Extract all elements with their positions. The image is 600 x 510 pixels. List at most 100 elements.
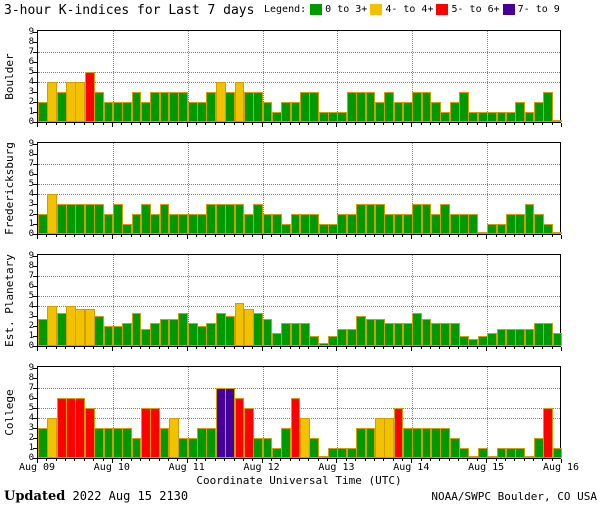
legend-item-label: 4- to 4+ — [385, 4, 434, 15]
x-tick-mark — [495, 459, 497, 461]
x-tick-mark — [168, 123, 169, 125]
k-index-bar — [215, 82, 226, 122]
x-tick-label: Aug 16 — [542, 462, 580, 473]
k-index-bar — [112, 326, 123, 346]
x-tick-mark — [308, 347, 310, 349]
x-tick-mark — [270, 235, 272, 237]
x-tick-mark — [177, 347, 179, 349]
y-tick-mark — [33, 368, 37, 369]
x-tick-mark — [205, 235, 207, 237]
k-index-bar — [533, 438, 544, 458]
y-tick-mark — [33, 418, 37, 419]
y-tick-mark — [33, 256, 37, 257]
k-index-bar — [412, 428, 423, 458]
x-tick-label: Aug 15 — [468, 462, 505, 473]
y-tick-label: 5 — [28, 179, 34, 189]
x-tick-mark — [523, 347, 525, 349]
x-tick-mark — [401, 123, 403, 125]
x-tick-mark — [392, 235, 394, 237]
x-tick-mark — [121, 347, 123, 349]
k-index-bar — [131, 214, 142, 234]
k-index-bar — [112, 204, 123, 234]
k-index-bar — [56, 204, 67, 234]
k-index-bar — [140, 408, 151, 458]
y-tick-mark — [33, 286, 37, 287]
x-tick-mark — [37, 235, 38, 239]
y-tick-label: 9 — [28, 27, 34, 37]
x-tick-mark — [168, 459, 169, 461]
y-tick-label: 0 — [28, 229, 34, 239]
x-tick-mark — [532, 123, 534, 125]
x-tick-mark — [411, 235, 413, 239]
x-tick-mark — [439, 235, 441, 237]
y-tick-mark — [33, 336, 37, 337]
y-tick-mark — [33, 164, 37, 165]
x-tick-mark — [242, 347, 244, 349]
gridline-day — [187, 31, 189, 122]
x-tick-mark — [355, 347, 357, 349]
panel-label: Est. Planetary — [2, 253, 16, 347]
x-tick-mark — [542, 459, 544, 461]
x-tick-mark — [430, 235, 431, 237]
k-index-bar — [468, 339, 479, 346]
x-tick-mark — [186, 459, 188, 463]
x-tick-mark — [196, 347, 198, 349]
x-tick-mark — [476, 235, 478, 237]
x-tick-mark — [495, 123, 497, 125]
y-tick-label: 6 — [28, 169, 34, 179]
k-index-bar — [328, 448, 338, 458]
x-tick-mark — [280, 459, 282, 461]
k-index-bar — [524, 329, 535, 346]
k-index-bar — [140, 329, 151, 346]
x-tick-mark — [214, 123, 216, 125]
k-index-bar — [262, 438, 273, 458]
k-index-bar — [309, 214, 320, 234]
k-index-bar — [262, 214, 273, 234]
k-index-bar — [56, 313, 67, 346]
k-index-bar — [356, 204, 366, 234]
y-tick-mark — [33, 82, 37, 83]
x-tick-mark — [439, 123, 441, 125]
k-index-bar — [318, 343, 329, 346]
x-tick-mark — [158, 235, 160, 237]
y-tick-mark — [33, 326, 37, 327]
legend-item-label: 7- to 9 — [517, 4, 560, 15]
k-index-bar — [337, 112, 348, 122]
x-tick-mark — [149, 347, 151, 349]
k-index-bar — [374, 418, 385, 458]
x-tick-mark — [65, 459, 67, 461]
y-tick-label: 8 — [28, 373, 34, 383]
x-tick-mark — [448, 459, 450, 461]
x-tick-mark — [345, 123, 347, 125]
y-tick-label: 9 — [28, 139, 34, 149]
k-index-bar — [515, 448, 526, 458]
x-tick-mark — [308, 123, 310, 125]
x-tick-mark — [130, 235, 132, 237]
x-tick-mark — [476, 123, 478, 125]
x-tick-mark — [430, 347, 431, 349]
y-tick-label: 6 — [28, 57, 34, 67]
x-tick-label: Aug 11 — [168, 462, 205, 473]
k-index-bar — [47, 194, 58, 234]
k-index-bar — [187, 102, 198, 122]
k-index-bar — [215, 313, 226, 346]
gridline-day — [262, 143, 264, 234]
x-tick-mark — [458, 459, 460, 461]
x-tick-mark — [476, 347, 478, 349]
x-tick-mark — [299, 459, 300, 461]
x-tick-mark — [561, 123, 562, 127]
panel-label: College — [2, 388, 16, 436]
x-tick-mark — [401, 235, 403, 237]
k-index-bar — [243, 309, 254, 346]
gridline-day — [262, 31, 264, 122]
x-tick-mark — [430, 459, 431, 461]
x-tick-mark — [74, 459, 76, 461]
gridline-day — [262, 367, 264, 458]
y-tick-mark — [33, 214, 37, 215]
updated-label: Updated — [4, 489, 66, 504]
x-tick-mark — [523, 459, 525, 461]
x-tick-mark — [83, 459, 85, 461]
x-tick-mark — [411, 123, 413, 127]
k-index-bar — [440, 428, 451, 458]
gridline-day — [187, 143, 189, 234]
